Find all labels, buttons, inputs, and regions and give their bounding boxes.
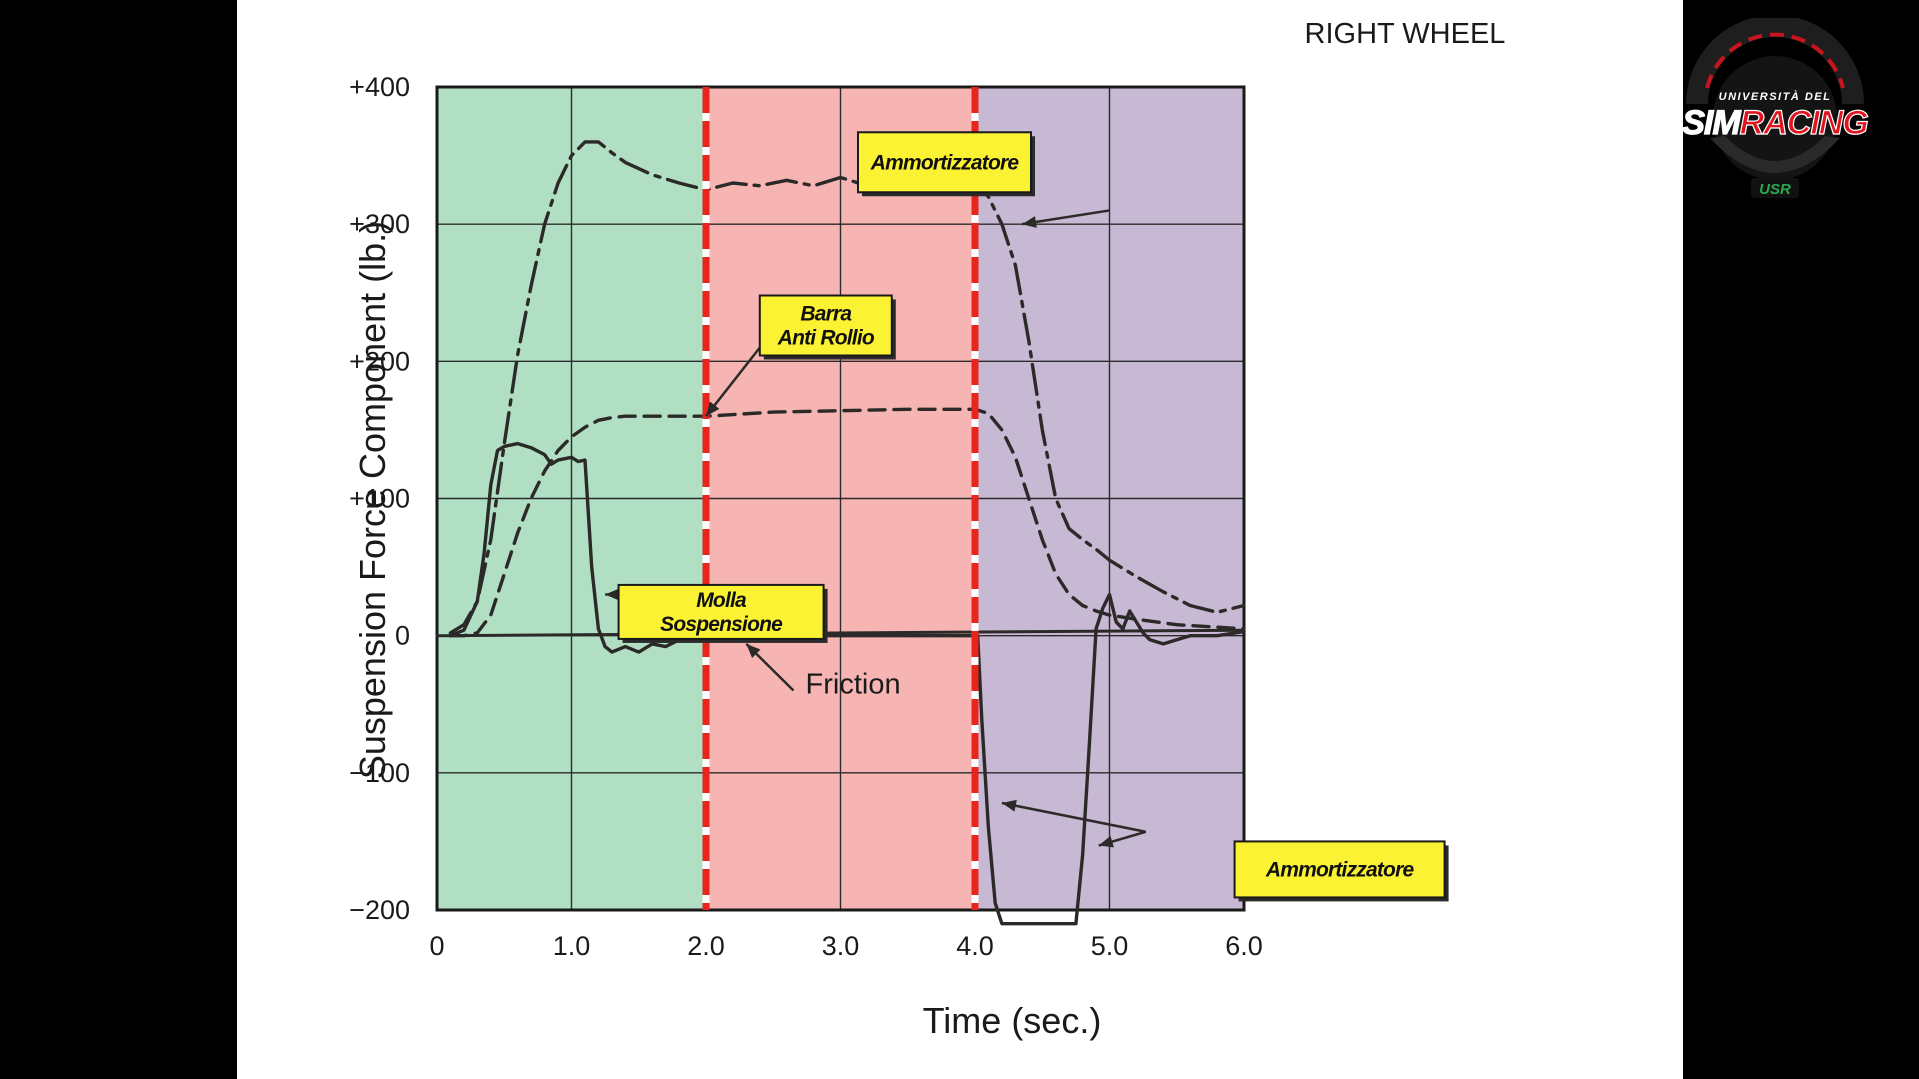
y-tick-label: +200 bbox=[349, 346, 410, 376]
annotation-leader bbox=[1001, 801, 1147, 834]
annotation-3: Ammortizzatore bbox=[856, 131, 1110, 228]
logo-line1: UNIVERSITÀ DEL bbox=[1719, 90, 1832, 103]
logo-ring-accent bbox=[1705, 32, 1845, 89]
logo-badge-bg bbox=[1751, 178, 1799, 198]
series-line-1 bbox=[448, 140, 1246, 635]
plot-frame bbox=[435, 85, 1246, 912]
chart: 0 1.0 2.0 3.0 4.0 5.0 6.0 +400 +300 +200 +100 0 −100… bbox=[349, 18, 1506, 1041]
y-tick-label: −200 bbox=[349, 895, 410, 925]
logo-brand-a: SIM bbox=[1682, 104, 1741, 142]
logo-lower-shell bbox=[1710, 136, 1840, 173]
annotation-4: Friction bbox=[745, 643, 901, 700]
callout-label: Ammortizzatore bbox=[1265, 858, 1415, 881]
y-tick-label: 0 bbox=[395, 621, 410, 651]
x-tick-label: 1.0 bbox=[553, 931, 591, 961]
series-line-3 bbox=[448, 441, 977, 654]
logo-badge: USR bbox=[1759, 181, 1791, 198]
chart-title: RIGHT WHEEL bbox=[1305, 18, 1506, 50]
y-tick-label: +400 bbox=[349, 72, 410, 102]
series-line-5 bbox=[435, 628, 1246, 638]
x-tick-label: 0 bbox=[429, 931, 444, 961]
annotation-arrowhead bbox=[746, 643, 761, 658]
callout-label: Anti Rollio bbox=[777, 326, 875, 349]
series-line-2 bbox=[448, 407, 1246, 638]
y-axis-title: Suspension Force Component (lb.) bbox=[352, 221, 393, 779]
callout-box bbox=[617, 583, 825, 640]
annotation-arrowhead bbox=[605, 588, 620, 601]
callout-label: Barra bbox=[800, 302, 852, 325]
annotation-leader bbox=[1021, 209, 1110, 226]
annotation-arrowhead bbox=[1001, 799, 1017, 812]
logo: USR UNIVERSITÀ DEL SIMRACING bbox=[1682, 18, 1870, 198]
annotation-leader bbox=[705, 346, 761, 417]
x-tick-label: 6.0 bbox=[1225, 931, 1263, 961]
logo-disc bbox=[1713, 56, 1837, 180]
x-tick-label: 2.0 bbox=[687, 931, 725, 961]
slide: 0 1.0 2.0 3.0 4.0 5.0 6.0 +400 +300 +200 +100 0 −100… bbox=[237, 0, 1683, 1079]
logo-brand: SIMRACING bbox=[1682, 104, 1868, 142]
x-axis-title: Time (sec.) bbox=[923, 1000, 1102, 1041]
callout-label: Ammortizzatore bbox=[870, 151, 1020, 174]
annotation-arrowhead bbox=[1022, 216, 1037, 228]
callout-label: Molla bbox=[696, 589, 747, 612]
annotation-arrowhead bbox=[1098, 835, 1114, 848]
x-tick-label: 3.0 bbox=[822, 931, 860, 961]
phase-dividers bbox=[702, 87, 979, 910]
logo-ring bbox=[1686, 18, 1864, 105]
annotation-arrowhead bbox=[706, 401, 720, 417]
y-tick-label: +300 bbox=[349, 209, 410, 239]
tick-labels: 0 1.0 2.0 3.0 4.0 5.0 6.0 +400 +300 +200 +100 0 −100… bbox=[349, 72, 1263, 961]
callout-box bbox=[758, 294, 893, 357]
x-tick-label: 5.0 bbox=[1091, 931, 1129, 961]
callout-label: Sospensione bbox=[660, 613, 783, 636]
callout-box bbox=[1233, 840, 1446, 899]
x-tick-label: 4.0 bbox=[956, 931, 994, 961]
series-line-4 bbox=[976, 592, 1246, 926]
y-tick-label: −100 bbox=[349, 758, 410, 788]
friction-label: Friction bbox=[806, 668, 901, 700]
series-lines bbox=[435, 140, 1246, 926]
annotation-5: Ammortizzatore bbox=[1001, 799, 1449, 902]
callout-box bbox=[856, 131, 1032, 194]
logo-brand-b: RACING bbox=[1740, 104, 1869, 142]
y-tick-label: +100 bbox=[349, 484, 410, 514]
